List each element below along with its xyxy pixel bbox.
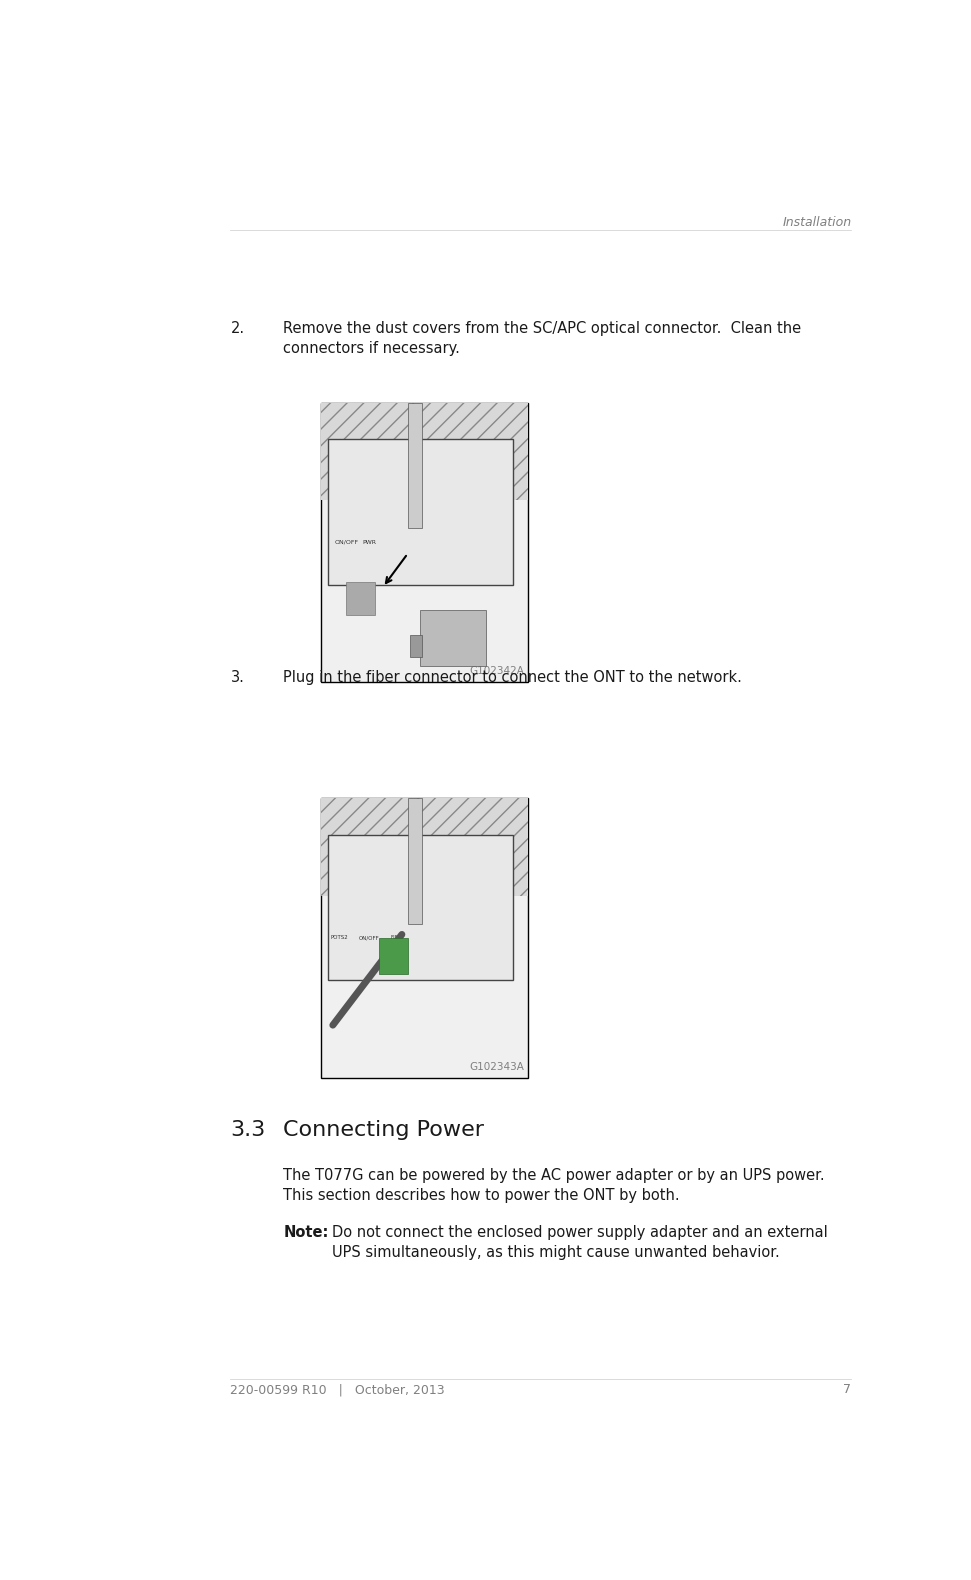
Bar [408, 798, 422, 924]
Text: ON/OFF: ON/OFF [334, 540, 358, 545]
Bar [410, 635, 422, 657]
Bar [379, 939, 408, 975]
Text: Remove the dust covers from the SC/APC optical connector.  Clean the
connectors : Remove the dust covers from the SC/APC o… [284, 321, 801, 356]
Bar [408, 403, 422, 528]
Text: 2.: 2. [230, 321, 245, 337]
Text: Do not connect the enclosed power supply adapter and an external
UPS simultaneou: Do not connect the enclosed power supply… [332, 1224, 828, 1261]
FancyArrowPatch shape [333, 934, 402, 1025]
Bar [420, 610, 486, 665]
Text: POTS2: POTS2 [330, 935, 349, 940]
Text: G102343A: G102343A [469, 1062, 524, 1071]
Text: Note:: Note: [284, 1224, 328, 1240]
Text: ON/OFF: ON/OFF [358, 935, 379, 940]
Bar [320, 403, 528, 683]
Text: G102342A: G102342A [469, 667, 524, 676]
Text: PWR: PWR [362, 540, 376, 545]
Text: FIB: FIB [390, 935, 398, 940]
Text: 3.3: 3.3 [230, 1120, 266, 1141]
Text: 220-00599 R10   |   October, 2013: 220-00599 R10 | October, 2013 [230, 1384, 445, 1397]
Text: Connecting Power: Connecting Power [284, 1120, 485, 1141]
Bar [328, 439, 513, 585]
Bar [320, 798, 528, 1078]
Text: 7: 7 [844, 1384, 852, 1397]
Bar [346, 581, 375, 615]
Bar [320, 403, 528, 501]
Bar [320, 798, 528, 896]
Text: Plug in the fiber connector to connect the ONT to the network.: Plug in the fiber connector to connect t… [284, 670, 742, 686]
Text: The T077G can be powered by the AC power adapter or by an UPS power.
This sectio: The T077G can be powered by the AC power… [284, 1168, 824, 1202]
Text: Installation: Installation [783, 216, 852, 229]
Bar [328, 834, 513, 980]
Text: 3.: 3. [230, 670, 245, 686]
